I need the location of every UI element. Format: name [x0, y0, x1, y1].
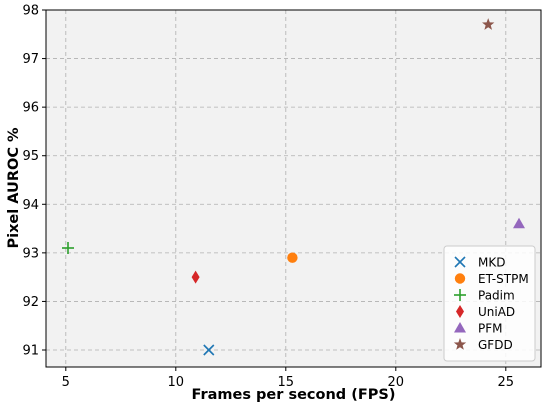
plot-frame — [45, 9, 542, 368]
x-tick-label: 20 — [388, 375, 405, 390]
y-tick-label: 95 — [22, 149, 39, 164]
y-axis-label: Pixel AUROC % — [6, 127, 22, 249]
y-tick-label: 97 — [22, 52, 39, 67]
legend-marker-et-stpm — [454, 273, 466, 284]
data-point-mkd — [203, 344, 215, 356]
legend-label-gfdd: GFDD — [478, 338, 513, 352]
y-tick-label: 93 — [22, 246, 39, 261]
y-tick-label: 91 — [22, 344, 39, 359]
legend-marker-uniad — [456, 305, 464, 318]
y-tick-label: 92 — [22, 295, 39, 310]
data-point-et-stpm — [287, 252, 298, 263]
legend-marker-mkd — [454, 256, 466, 268]
legend-marker-gfdd — [453, 338, 467, 350]
data-point-pfm — [513, 217, 525, 229]
data-point-padim — [62, 242, 74, 254]
data-point-uniad — [191, 270, 200, 284]
legend-box — [443, 245, 536, 362]
legend-marker-padim — [454, 289, 466, 301]
legend-marker-pfm — [454, 322, 466, 333]
x-axis-label: Frames per second (FPS) — [192, 387, 396, 403]
x-tick-label: 10 — [168, 375, 185, 390]
y-axis: 91 92 93 94 95 96 97 98 — [22, 4, 46, 359]
x-tick-label: 25 — [498, 375, 515, 390]
legend-label-et-stpm: ET-STPM — [478, 272, 529, 286]
y-tick-label: 96 — [22, 101, 39, 116]
legend-label-uniad: UniAD — [478, 305, 515, 319]
legend: MKD ET-STPM Padim UniAD PFM GFDD — [443, 245, 536, 362]
legend-label-padim: Padim — [478, 288, 515, 302]
legend-label-mkd: MKD — [478, 255, 505, 269]
x-tick-label: 5 — [62, 375, 70, 390]
legend-label-pfm: PFM — [478, 321, 503, 335]
data-point-gfdd — [482, 18, 495, 30]
y-tick-label: 94 — [22, 198, 39, 213]
x-tick-label: 15 — [278, 375, 295, 390]
x-axis: 5 10 15 20 25 — [62, 367, 514, 390]
y-tick-label: 98 — [22, 4, 39, 19]
data-points — [62, 18, 525, 356]
